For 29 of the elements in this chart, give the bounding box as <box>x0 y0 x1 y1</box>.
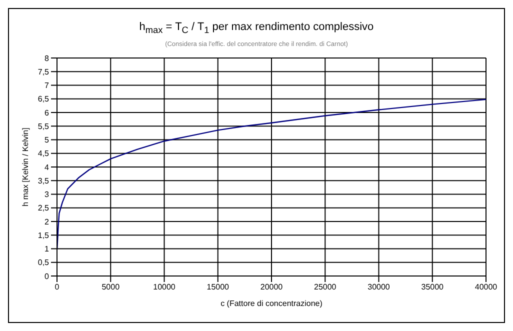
x-tick-label: 0 <box>54 282 60 292</box>
x-tick-label: 30000 <box>368 282 390 292</box>
y-tick-label: 5 <box>44 136 50 145</box>
y-axis-title: h max [Kelvin / Kelvin] <box>20 128 30 207</box>
x-axis-title: c (Fattore di concentrazione) <box>220 299 323 308</box>
y-tick-label: 1 <box>44 244 50 254</box>
y-tick-label: 8 <box>44 54 50 64</box>
y-tick-label: 5,5 <box>38 122 50 132</box>
x-tick-label: 35000 <box>421 282 444 292</box>
y-tick-label: 2 <box>44 218 50 227</box>
x-tick-label: 20000 <box>260 282 284 292</box>
y-tick-label: 4,5 <box>38 149 50 158</box>
x-tick-label: 40000 <box>474 282 498 292</box>
y-tick-label: 1,5 <box>38 231 50 240</box>
y-tick-label: 0 <box>44 272 50 282</box>
x-tick-label: 5000 <box>102 282 120 292</box>
y-tick-label: 2,5 <box>38 204 50 213</box>
y-tick-label: 6,5 <box>38 94 50 104</box>
x-tick-label: 10000 <box>153 282 176 292</box>
y-tick-label: 7 <box>44 81 50 90</box>
y-tick-label: 3 <box>44 190 50 200</box>
chart-title: h$_{max}$ = T$_{C}$ / T$_{1}$ per max rendimento complessivo <box>138 21 375 36</box>
y-tick-label: 0,5 <box>38 258 50 268</box>
x-tick-label: 25000 <box>314 282 337 292</box>
y-tick-label: 7,5 <box>38 68 50 77</box>
y-tick-label: 4 <box>44 163 50 172</box>
y-tick-label: 3,5 <box>38 176 50 186</box>
y-tick-label: 6 <box>44 108 50 118</box>
x-tick-label: 15000 <box>206 282 230 292</box>
